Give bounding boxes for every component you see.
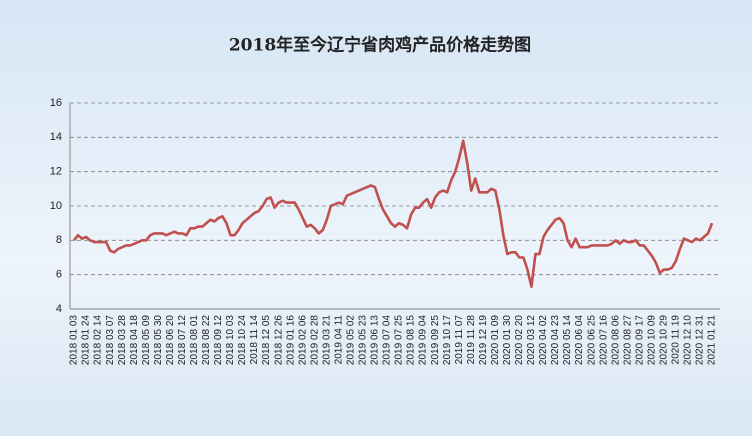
x-tick-label: 2019 05 02 xyxy=(346,315,357,365)
x-tick-label: 2019 06 13 xyxy=(370,315,381,365)
y-tick-label: 10 xyxy=(50,200,62,212)
x-tick-label: 2019 10 17 xyxy=(442,315,453,365)
x-tick-label: 2019 11 28 xyxy=(466,315,477,365)
y-tick-label: 4 xyxy=(56,303,62,315)
x-tick-label: 2020 01 09 xyxy=(490,315,501,365)
x-tick-label: 2019 08 15 xyxy=(406,315,417,365)
x-tick-label: 2020 09 17 xyxy=(634,315,645,365)
x-tick-label: 2020 10 29 xyxy=(658,315,669,365)
x-tick-label: 2020 03 12 xyxy=(526,315,537,365)
x-tick-label: 2020 11 19 xyxy=(671,315,682,365)
x-tick-label: 2018 10 24 xyxy=(237,315,248,365)
x-tick-label: 2018 11 14 xyxy=(249,315,260,365)
x-tick-label: 2020 06 25 xyxy=(586,315,597,365)
x-tick-label: 2018 10 03 xyxy=(225,315,236,365)
y-tick-label: 16 xyxy=(50,97,62,109)
x-tick-label: 2019 09 25 xyxy=(430,315,441,365)
x-tick-label: 2018 07 12 xyxy=(177,315,188,365)
x-tick-label: 2018 01 03 xyxy=(69,315,80,365)
chart-title: 2018年至今辽宁省肉鸡产品价格走势图 xyxy=(229,35,531,56)
x-tick-label: 2018 06 20 xyxy=(165,315,176,365)
y-tick-label: 6 xyxy=(56,269,62,281)
x-tick-label: 2018 01 24 xyxy=(81,315,92,365)
x-tick-label: 2019 02 06 xyxy=(297,315,308,365)
y-tick-label: 12 xyxy=(50,166,62,178)
x-tick-label: 2019 04 11 xyxy=(333,315,344,365)
x-tick-label: 2018 05 30 xyxy=(153,315,164,365)
x-tick-label: 2020 06 04 xyxy=(574,315,585,365)
x-tick-label: 2020 04 23 xyxy=(550,315,561,365)
x-tick-label: 2020 05 14 xyxy=(562,315,573,365)
x-tick-label: 2018 05 09 xyxy=(141,315,152,365)
x-tick-label: 2019 02 28 xyxy=(309,315,320,365)
x-tick-label: 2020 04 02 xyxy=(538,315,549,365)
x-tick-label: 2020 08 06 xyxy=(610,315,621,365)
x-tick-label: 2018 03 07 xyxy=(105,315,116,365)
x-tick-label: 2018 12 05 xyxy=(261,315,272,365)
x-tick-label: 2020 12 31 xyxy=(695,315,706,365)
x-tick-label: 2020 08 27 xyxy=(622,315,633,365)
data-line xyxy=(72,139,714,288)
x-tick-label: 2020 12 10 xyxy=(683,315,694,365)
x-tick-label: 2019 07 25 xyxy=(394,315,405,365)
x-tick-label: 2020 07 16 xyxy=(598,315,609,365)
x-tick-label: 2019 03 21 xyxy=(321,315,332,365)
x-tick-label: 2019 11 07 xyxy=(454,315,465,365)
x-tick-label: 2019 01 16 xyxy=(285,315,296,365)
x-tick-label: 2019 12 19 xyxy=(478,315,489,365)
x-tick-label: 2019 05 23 xyxy=(358,315,369,365)
x-tick-label: 2018 12 26 xyxy=(273,315,284,365)
x-tick-label: 2020 01 30 xyxy=(502,315,513,365)
x-tick-label: 2021 01 21 xyxy=(707,315,718,365)
x-tick-label: 2018 08 01 xyxy=(189,315,200,365)
x-tick-label: 2018 03 28 xyxy=(117,315,128,365)
x-tick-label: 2019 07 04 xyxy=(382,315,393,365)
x-tick-label: 2018 04 18 xyxy=(129,315,140,365)
x-tick-label: 2018 09 12 xyxy=(213,315,224,365)
x-tick-label: 2018 02 14 xyxy=(93,315,104,365)
x-tick-label: 2018 08 22 xyxy=(201,315,212,365)
y-tick-label: 14 xyxy=(50,131,62,143)
y-tick-label: 8 xyxy=(56,234,62,246)
x-tick-label: 2020 10 09 xyxy=(646,315,657,365)
x-tick-label: 2020 02 20 xyxy=(514,315,525,365)
x-tick-label: 2019 09 04 xyxy=(418,315,429,365)
